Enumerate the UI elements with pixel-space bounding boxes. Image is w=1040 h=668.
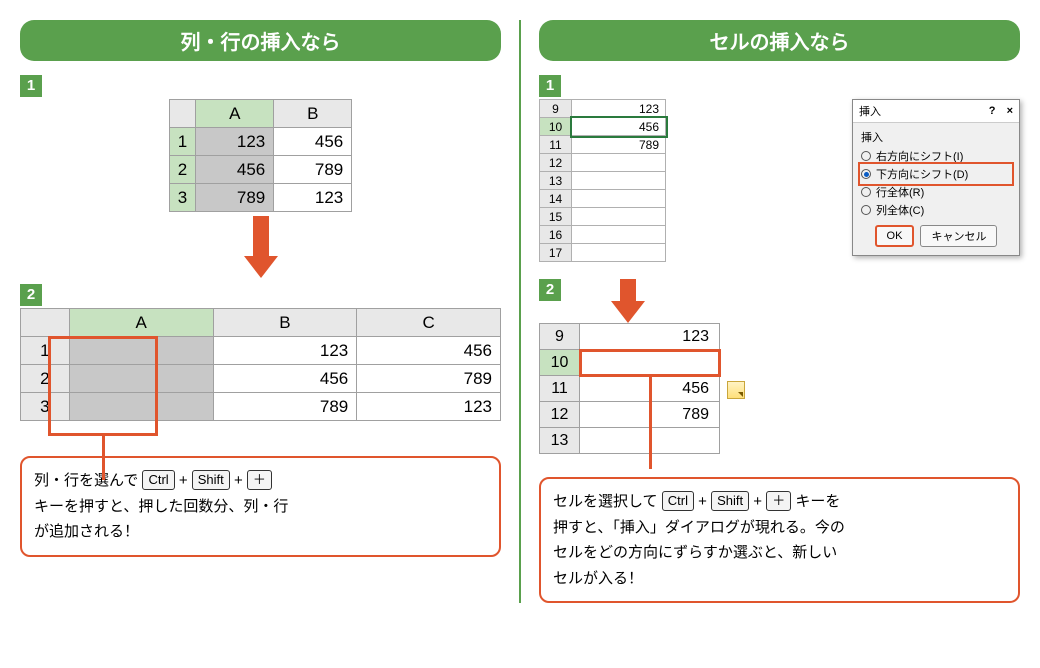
key-shift: Shift — [192, 470, 230, 490]
opt-entire-col[interactable]: 列全体(C) — [861, 201, 1011, 219]
col-header-b[interactable]: B — [274, 100, 352, 128]
step-badge-2: 2 — [539, 279, 561, 301]
opt-entire-row[interactable]: 行全体(R) — [861, 183, 1011, 201]
left-table-2-wrap: A B C 1 123 456 2 456 789 3 — [20, 308, 501, 421]
corner-cell — [169, 100, 195, 128]
callout-text: キーを — [795, 493, 840, 510]
key-ctrl: Ctrl — [142, 470, 174, 490]
cell[interactable]: 789 — [196, 184, 274, 212]
col-header-b[interactable]: B — [213, 309, 357, 337]
dialog-titlebar: 挿入 ? × — [853, 100, 1019, 123]
row-header[interactable]: 2 — [169, 156, 195, 184]
help-icon[interactable]: ? — [989, 105, 996, 117]
right-column: セルの挿入なら 1 9123 10456 11789 12 13 14 15 1… — [539, 20, 1020, 603]
callout-text: が追加される！ — [34, 523, 139, 540]
cell[interactable]: 123 — [196, 128, 274, 156]
cell[interactable]: 456 — [196, 156, 274, 184]
callout-text: キーを押すと、押した回数分、列・行 — [34, 498, 288, 515]
step-badge-1: 1 — [539, 75, 561, 97]
key-ctrl: Ctrl — [662, 491, 694, 511]
close-icon[interactable]: × — [1007, 105, 1013, 117]
connector-line — [649, 377, 652, 469]
step-badge-2: 2 — [20, 284, 42, 306]
col-header-a[interactable]: A — [196, 100, 274, 128]
left-callout: 列・行を選んで Ctrl + Shift + ＋ キーを押すと、押した回数分、列… — [20, 456, 501, 557]
dialog-title: 挿入 — [859, 103, 881, 119]
cancel-button[interactable]: キャンセル — [920, 225, 997, 247]
right-table-2-wrap: 9123 10 11456 12789 13 — [539, 323, 720, 454]
connector-line — [102, 436, 105, 480]
callout-text: セルをどの方向にずらすか選ぶと、新しい — [553, 544, 837, 561]
left-table-2: A B C 1 123 456 2 456 789 3 — [20, 308, 501, 421]
right-table-1: 9123 10456 11789 12 13 14 15 16 17 — [539, 99, 666, 262]
key-shift: Shift — [711, 491, 749, 511]
right-table-2: 9123 10 11456 12789 13 — [539, 323, 720, 454]
down-arrow-icon — [611, 279, 645, 323]
col-header-a[interactable]: A — [69, 309, 213, 337]
ok-button[interactable]: OK — [875, 225, 915, 247]
opt-shift-down[interactable]: 下方向にシフト(D) — [861, 165, 1011, 183]
right-step1-area: 9123 10456 11789 12 13 14 15 16 17 挿入 ? … — [539, 99, 1020, 279]
callout-text: セルが入る！ — [553, 570, 643, 587]
down-arrow-icon — [244, 216, 278, 278]
cell[interactable]: 123 — [274, 184, 352, 212]
column-divider — [519, 20, 521, 603]
callout-text: 押すと、「挿入」ダイアログが現れる。今の — [553, 519, 845, 536]
left-table-1: A B 1 123 456 2 456 789 3 789 123 — [169, 99, 352, 212]
col-header-c[interactable]: C — [357, 309, 501, 337]
right-header: セルの挿入なら — [539, 20, 1020, 61]
key-plus: ＋ — [766, 491, 791, 511]
cell[interactable]: 789 — [274, 156, 352, 184]
insert-dialog: 挿入 ? × 挿入 右方向にシフト(I) 下方向にシフト(D) 行全体 — [852, 99, 1020, 256]
right-callout: セルを選択して Ctrl + Shift + ＋ キーを 押すと、「挿入」ダイア… — [539, 477, 1020, 603]
callout-text: 列・行を選んで — [34, 472, 138, 489]
row-header[interactable]: 1 — [169, 128, 195, 156]
step-badge-1: 1 — [20, 75, 42, 97]
callout-text: セルを選択して — [553, 493, 658, 510]
row-header[interactable]: 3 — [169, 184, 195, 212]
left-header: 列・行の挿入なら — [20, 20, 501, 61]
left-column: 列・行の挿入なら 1 A B 1 123 456 2 456 789 — [20, 20, 501, 603]
paste-options-icon[interactable] — [727, 381, 745, 399]
opt-shift-right[interactable]: 右方向にシフト(I) — [861, 147, 1011, 165]
dialog-group-label: 挿入 — [861, 129, 1011, 145]
key-plus: ＋ — [247, 470, 272, 490]
cell[interactable]: 456 — [274, 128, 352, 156]
